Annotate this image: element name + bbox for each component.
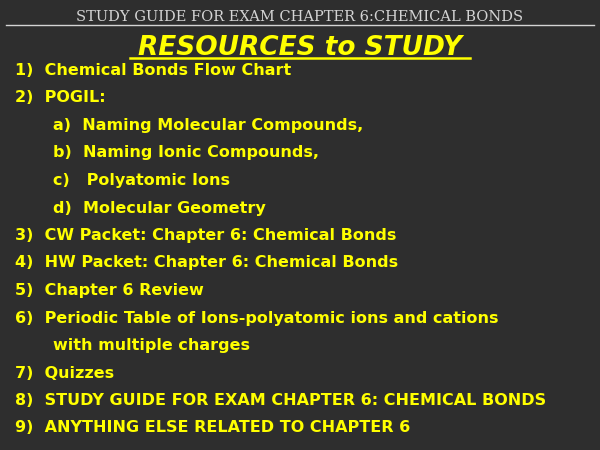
Text: 3)  CW Packet: Chapter 6: Chemical Bonds: 3) CW Packet: Chapter 6: Chemical Bonds xyxy=(15,228,397,243)
Text: 7)  Quizzes: 7) Quizzes xyxy=(15,365,114,381)
Text: 8)  STUDY GUIDE FOR EXAM CHAPTER 6: CHEMICAL BONDS: 8) STUDY GUIDE FOR EXAM CHAPTER 6: CHEMI… xyxy=(15,393,546,408)
Text: a)  Naming Molecular Compounds,: a) Naming Molecular Compounds, xyxy=(53,118,363,133)
Text: 2)  POGIL:: 2) POGIL: xyxy=(15,90,106,105)
Text: 9)  ANYTHING ELSE RELATED TO CHAPTER 6: 9) ANYTHING ELSE RELATED TO CHAPTER 6 xyxy=(15,420,410,436)
Text: d)  Molecular Geometry: d) Molecular Geometry xyxy=(53,201,266,216)
Text: STUDY GUIDE FOR EXAM CHAPTER 6:CHEMICAL BONDS: STUDY GUIDE FOR EXAM CHAPTER 6:CHEMICAL … xyxy=(76,10,524,24)
Text: b)  Naming Ionic Compounds,: b) Naming Ionic Compounds, xyxy=(53,145,319,161)
Text: RESOURCES to STUDY: RESOURCES to STUDY xyxy=(138,35,462,61)
Text: with multiple charges: with multiple charges xyxy=(53,338,250,353)
Text: 1)  Chemical Bonds Flow Chart: 1) Chemical Bonds Flow Chart xyxy=(15,63,291,78)
Text: 4)  HW Packet: Chapter 6: Chemical Bonds: 4) HW Packet: Chapter 6: Chemical Bonds xyxy=(15,256,398,270)
Text: 6)  Periodic Table of Ions-polyatomic ions and cations: 6) Periodic Table of Ions-polyatomic ion… xyxy=(15,310,499,325)
Text: c)   Polyatomic Ions: c) Polyatomic Ions xyxy=(53,173,230,188)
Text: 5)  Chapter 6 Review: 5) Chapter 6 Review xyxy=(15,283,204,298)
